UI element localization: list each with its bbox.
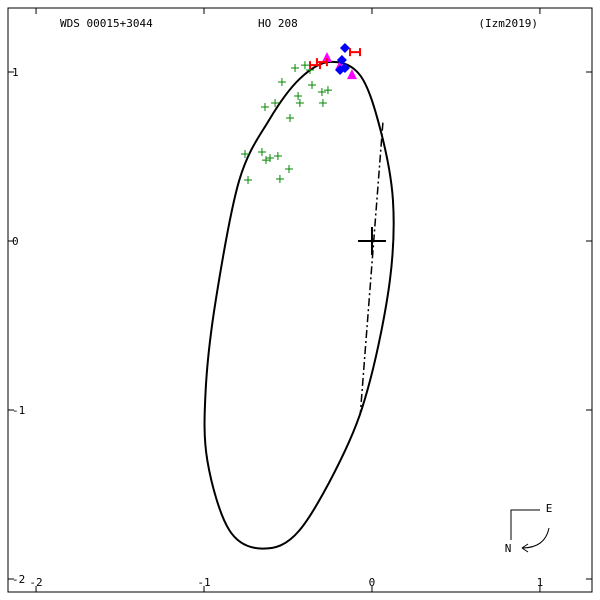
chart-title: WDS 00015+3044 [60,17,153,30]
annotation: (Izm2019) [478,17,538,30]
data-point [277,78,286,87]
frame [7,7,593,593]
data-point [261,156,270,165]
y-tick-label: 0 [12,235,19,248]
data-point [323,86,332,95]
data-point [275,175,284,184]
x-tick-label: -1 [197,576,210,589]
x-tick-label: 1 [537,576,544,589]
data-point [335,65,346,76]
compass-arrow [521,527,550,549]
data-point [349,48,362,57]
data-point [284,165,293,174]
data-point [286,114,295,123]
data-point [240,150,249,158]
data-point [346,69,357,80]
y-tick-label: -1 [12,404,25,417]
line-of-nodes [359,122,384,416]
data-point [336,55,347,66]
data-point [295,98,304,107]
data-point [318,98,327,107]
data-point [244,176,253,185]
x-tick-label: -2 [29,576,42,589]
orbit [203,60,395,550]
data-point [339,43,350,54]
compass-east: E [546,502,553,515]
data-point [308,81,317,90]
chart-subtitle: HO 208 [258,17,298,30]
compass-axes [510,509,540,540]
data-point [321,52,332,63]
data-point [294,92,303,101]
data-point [257,147,266,156]
data-point [273,152,282,161]
x-tick-label: 0 [369,576,376,589]
data-point [315,58,328,67]
data-point [317,87,326,96]
data-point [271,98,280,107]
compass: E N [505,502,553,555]
y-tick-label: -2 [12,573,25,586]
primary-star [357,227,386,256]
data-point [291,63,300,72]
compass-arrowhead [521,543,529,553]
data-point [260,103,269,112]
data-point [300,61,309,70]
data-point [266,154,275,163]
y-tick-label: 1 [12,66,19,79]
compass-north: N [505,542,512,555]
